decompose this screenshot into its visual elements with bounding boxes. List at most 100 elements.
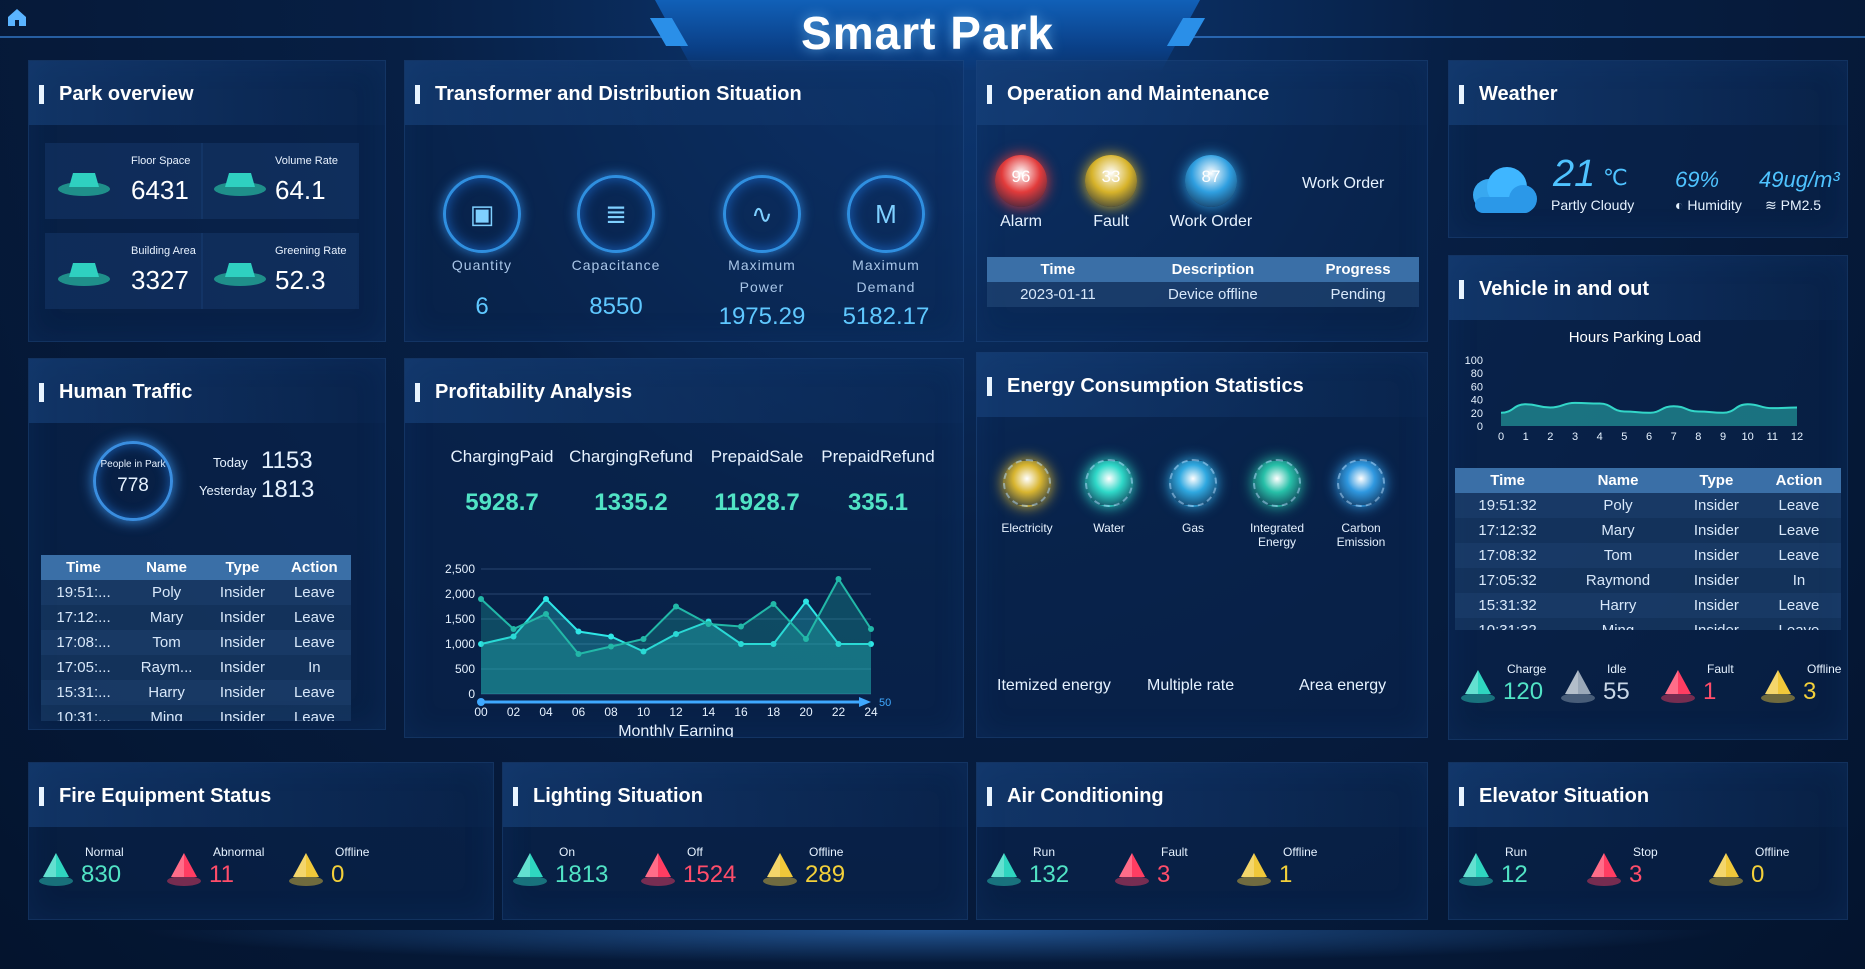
table-cell: Pending [1297, 282, 1419, 307]
data-point[interactable] [608, 633, 614, 640]
panel-title: Fire Equipment Status [29, 763, 493, 827]
x-tick-label: 24 [864, 705, 878, 719]
electricity-energy-icon[interactable] [1003, 459, 1051, 507]
x-tick-label: 0 [1498, 431, 1504, 442]
data-point[interactable] [738, 623, 744, 630]
status-value: 1 [1703, 678, 1717, 705]
column-header[interactable]: Time [41, 555, 127, 580]
column-header[interactable]: Name [1560, 468, 1676, 493]
status-label: Fault [1161, 845, 1188, 859]
x-tick-label: 16 [734, 705, 748, 719]
teal-status-icon [985, 851, 1023, 887]
fire-panel: Fire Equipment Status Normal 830 Abnormal 1… [28, 762, 494, 920]
chart-title: Hours Parking Load [1569, 329, 1702, 346]
column-header[interactable]: Action [277, 555, 351, 580]
column-header[interactable]: Type [1675, 468, 1757, 493]
data-point[interactable] [738, 641, 744, 647]
data-point[interactable] [835, 641, 842, 647]
water-energy-icon[interactable] [1085, 459, 1133, 507]
data-point[interactable] [868, 626, 874, 632]
table-row[interactable]: 17:08:... Tom Insider Leave [41, 630, 351, 655]
tab-area-energy[interactable]: Area energy [1299, 677, 1387, 694]
tab-itemized-energy[interactable]: Itemized energy [997, 677, 1111, 694]
teal-status-icon [1459, 668, 1497, 704]
gas-energy-icon[interactable] [1169, 459, 1217, 507]
table-row[interactable]: 17:05:... Raym... Insider In [41, 655, 351, 680]
column-header[interactable]: Time [987, 257, 1129, 282]
table-row[interactable]: 10:31:... Ming Insider Leave [41, 705, 351, 721]
column-header[interactable]: Progress [1297, 257, 1419, 282]
table-row[interactable]: 2023-01-11 Device offline Pending [987, 282, 1419, 307]
table-row[interactable]: 17:05:32 Raymond Insider In [1455, 568, 1841, 593]
column-header[interactable]: Type [207, 555, 278, 580]
data-point[interactable] [543, 596, 549, 602]
overview-label: Building Area [131, 245, 196, 257]
table-row[interactable]: 15:31:... Harry Insider Leave [41, 680, 351, 705]
table-cell: Leave [1756, 593, 1841, 618]
transformer-label-line2: Demand [856, 279, 916, 295]
data-point[interactable] [575, 628, 582, 635]
data-point[interactable] [478, 596, 484, 602]
data-point[interactable] [575, 651, 582, 657]
x-tick-label: 1 [1523, 431, 1529, 442]
tab-multiple-rate[interactable]: Multiple rate [1147, 677, 1235, 694]
range-slider-handle[interactable] [477, 698, 485, 706]
data-point[interactable] [705, 621, 712, 627]
overview-value: 52.3 [275, 265, 326, 295]
carbon-energy-icon[interactable] [1337, 459, 1385, 507]
table-row[interactable]: 19:51:... Poly Insider Leave [41, 580, 351, 605]
data-point[interactable] [608, 643, 614, 650]
data-point[interactable] [673, 631, 679, 637]
table-header: Time Name Type Action [41, 555, 351, 580]
column-header[interactable]: Action [1756, 468, 1841, 493]
data-point[interactable] [673, 603, 679, 610]
data-point[interactable] [803, 598, 809, 605]
data-point[interactable] [803, 636, 809, 642]
lighting-panel: Lighting Situation On 1813 Off 1524 Offline 2… [502, 762, 968, 920]
column-header[interactable]: Description [1128, 257, 1298, 282]
table-cell: 2023-01-11 [987, 282, 1129, 307]
today-value: 1153 [261, 447, 313, 474]
status-value: 3 [1803, 678, 1817, 705]
status-label: Run [1505, 845, 1528, 859]
transformer-value: 6 [475, 293, 489, 320]
data-point[interactable] [510, 626, 517, 632]
data-point[interactable] [835, 576, 842, 582]
data-point[interactable] [868, 641, 874, 647]
panel-title: Vehicle in and out [1449, 256, 1847, 320]
range-slider-arrow-icon[interactable] [859, 697, 871, 707]
data-point[interactable] [478, 641, 484, 647]
alarm-orb[interactable] [995, 155, 1047, 207]
aircon-panel: Air Conditioning Run 132 Fault 3 Offline 1 [976, 762, 1428, 920]
panel-title: Human Traffic [29, 359, 385, 423]
data-point[interactable] [770, 601, 777, 607]
data-point[interactable] [770, 641, 777, 647]
x-tick-label: 11 [1767, 431, 1778, 442]
data-point[interactable] [640, 636, 647, 642]
table-row[interactable]: 10:31:32MingInsiderLeave [1455, 618, 1841, 630]
data-point[interactable] [510, 633, 517, 640]
x-tick-label: 14 [702, 705, 716, 719]
fault-orb[interactable] [1085, 155, 1137, 207]
people-in-park-gauge [93, 441, 173, 521]
table-row[interactable]: 17:12:32 Mary Insider Leave [1455, 518, 1841, 543]
work-order-orb[interactable] [1185, 155, 1237, 207]
column-header[interactable]: Name [126, 555, 208, 580]
data-point[interactable] [640, 648, 647, 655]
transformer-label: Maximum [852, 257, 920, 273]
work-order-link[interactable]: Work Order [1302, 175, 1385, 192]
data-point[interactable] [543, 611, 549, 617]
red-status-icon [1113, 851, 1151, 887]
status-value: 55 [1603, 678, 1630, 705]
column-header[interactable]: Time [1455, 468, 1561, 493]
table-row[interactable]: 17:12:... Mary Insider Leave [41, 605, 351, 630]
table-cell: 17:08:... [41, 630, 127, 655]
table-row[interactable]: 15:31:32 Harry Insider Leave [1455, 593, 1841, 618]
integrated-energy-icon[interactable] [1253, 459, 1301, 507]
status-label: Abnormal [213, 845, 265, 859]
humidity-value: 69% [1675, 167, 1720, 192]
table-row[interactable]: 19:51:32 Poly Insider Leave [1455, 493, 1841, 518]
home-icon[interactable] [6, 6, 28, 28]
table-cell: In [1792, 572, 1806, 589]
table-row[interactable]: 17:08:32 Tom Insider Leave [1455, 543, 1841, 568]
